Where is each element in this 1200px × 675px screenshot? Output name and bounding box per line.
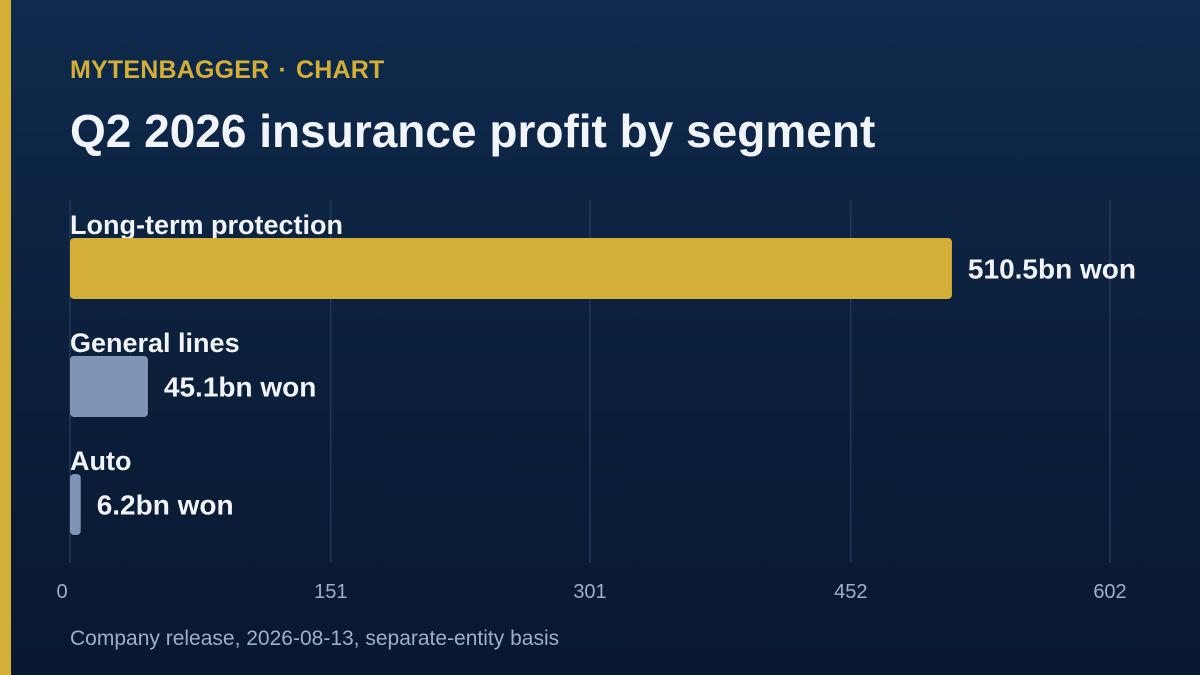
chart-title: Q2 2026 insurance profit by segment <box>70 105 876 157</box>
value-label: 6.2bn won <box>97 490 234 521</box>
x-tick-label: 151 <box>314 581 347 603</box>
accent-stripe <box>0 0 11 675</box>
category-label: Long-term protection <box>70 210 343 240</box>
value-label: 510.5bn won <box>968 254 1136 285</box>
x-tick-label: 452 <box>834 581 867 603</box>
x-tick-label: 0 <box>56 581 67 603</box>
value-label: 45.1bn won <box>164 372 316 403</box>
brand-label: MYTENBAGGER <box>70 56 270 84</box>
section-label: CHART <box>295 56 385 84</box>
source-note: Company release, 2026-08-13, separate-en… <box>70 627 560 650</box>
kicker: MYTENBAGGER · CHART <box>70 56 384 85</box>
category-label: Auto <box>70 446 131 476</box>
x-tick-label: 301 <box>573 581 606 603</box>
kicker-separator: · <box>278 56 287 84</box>
bar <box>70 238 952 299</box>
bar <box>70 474 81 535</box>
bar <box>70 356 148 417</box>
x-tick-label: 602 <box>1093 581 1126 603</box>
category-label: General lines <box>70 328 240 358</box>
